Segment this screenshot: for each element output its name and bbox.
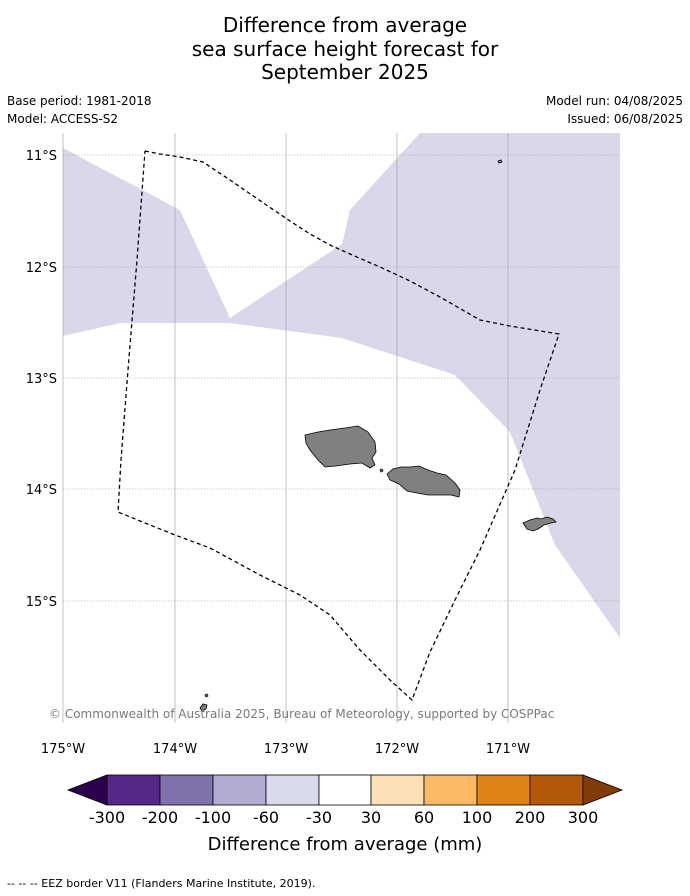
model-run-text: Model run: 04/08/2025 [545, 94, 683, 108]
title-line-3: September 2025 [261, 60, 429, 84]
cb-tick-6: 30 [361, 808, 381, 827]
islet-north [497, 159, 503, 164]
lon-label-174w: 174°W [153, 742, 197, 757]
islet-strait [379, 468, 384, 473]
lat-label-15s: 15°S [26, 595, 57, 610]
colorbar-segment-6 [370, 774, 425, 806]
issued-text: Issued: 06/08/2025 [567, 112, 683, 126]
colorbar-segment-7 [423, 774, 478, 806]
colorbar-extend-high [582, 774, 624, 806]
map-title: Difference from average sea surface heig… [0, 13, 690, 85]
lon-label-175w: 175°W [41, 742, 85, 757]
cb-tick-1: -300 [89, 808, 125, 827]
base-period-text: Base period: 1981-2018 [7, 94, 152, 108]
islet-south [204, 693, 209, 698]
anomaly-region [63, 133, 620, 638]
cb-tick-2: -200 [142, 808, 178, 827]
cb-tick-8: 100 [462, 808, 493, 827]
model-text: Model: ACCESS-S2 [7, 112, 119, 126]
gridlines [62, 133, 620, 723]
colorbar [66, 774, 624, 806]
cb-tick-5: -30 [306, 808, 332, 827]
lat-label-13s: 13°S [26, 372, 57, 387]
lon-label-172w: 172°W [375, 742, 419, 757]
colorbar-tick-labels: -300 -200 -100 -60 -30 30 60 100 200 300 [89, 808, 598, 827]
colorbar-segment-5 [318, 774, 372, 806]
cb-tick-4: -60 [253, 808, 279, 827]
lat-label-14s: 14°S [26, 483, 57, 498]
upolu-island [386, 465, 461, 498]
cb-tick-9: 200 [515, 808, 546, 827]
cb-tick-7: 60 [414, 808, 434, 827]
lon-label-171w: 171°W [486, 742, 530, 757]
savaii-island [304, 425, 377, 469]
colorbar-segment-4 [265, 774, 320, 806]
anomaly-shading [63, 133, 620, 638]
colorbar-title: Difference from average (mm) [208, 834, 483, 855]
eez-border [117, 150, 560, 702]
colorbar-segment-3 [212, 774, 267, 806]
colorbar-segment-8 [476, 774, 531, 806]
cb-tick-10: 300 [568, 808, 599, 827]
colorbar-segment-1 [106, 774, 161, 806]
lon-label-173w: 173°W [264, 742, 308, 757]
latitude-labels: 11°S 12°S 13°S 14°S 15°S [26, 149, 57, 610]
longitude-labels: 175°W 174°W 173°W 172°W 171°W [41, 742, 530, 757]
lat-label-12s: 12°S [26, 261, 57, 276]
title-line-1: Difference from average [222, 13, 468, 37]
colorbar-segment-2 [159, 774, 214, 806]
small-island-south [199, 703, 208, 712]
cb-tick-3: -100 [195, 808, 231, 827]
islands [199, 159, 557, 712]
colorbar-extend-low [66, 774, 108, 806]
lat-label-11s: 11°S [26, 149, 57, 164]
colorbar-segment-9 [529, 774, 584, 806]
title-line-2: sea surface height forecast for [191, 36, 499, 61]
tutuila-island [522, 516, 557, 532]
eez-footnote: -- -- -- EEZ border V11 (Flanders Marine… [7, 877, 316, 890]
copyright-text: © Commonwealth of Australia 2025, Bureau… [49, 707, 554, 721]
